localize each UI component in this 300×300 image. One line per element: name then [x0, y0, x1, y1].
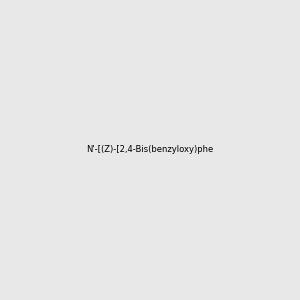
- Text: N'-[(Z)-[2,4-Bis(benzyloxy)phe: N'-[(Z)-[2,4-Bis(benzyloxy)phe: [86, 146, 214, 154]
